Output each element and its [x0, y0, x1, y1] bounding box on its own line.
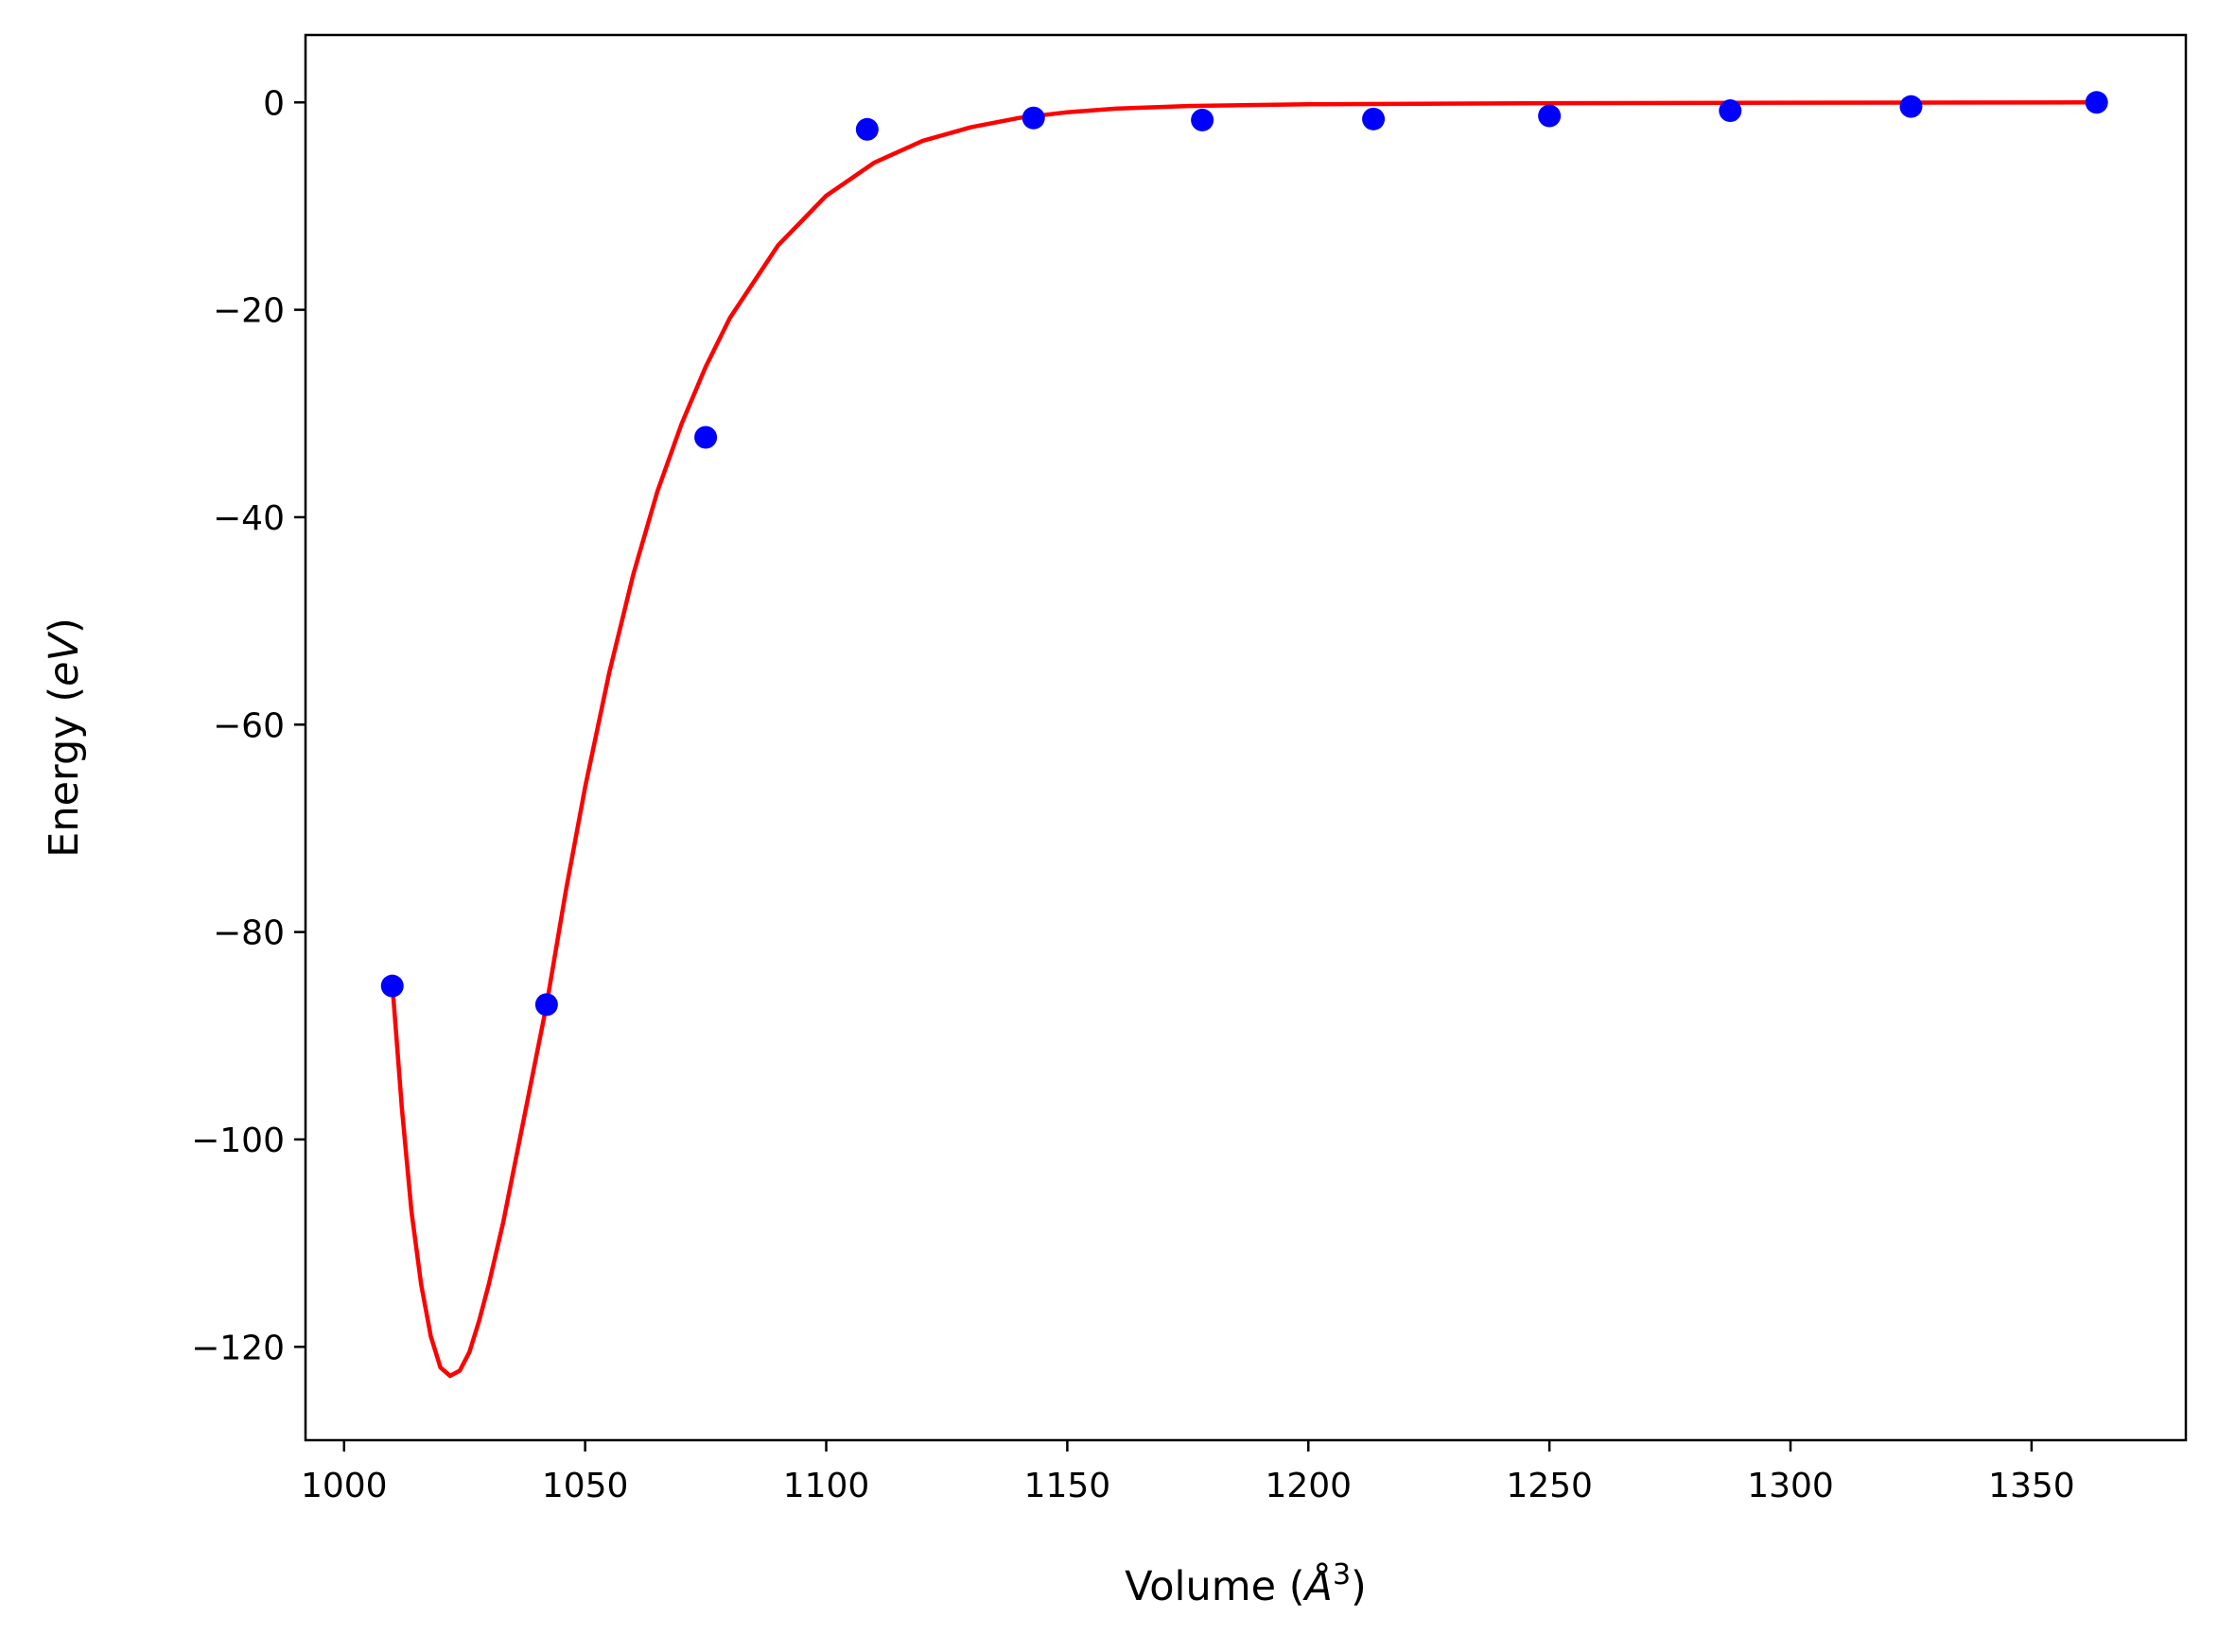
x-tick-label: 1000 [301, 1467, 388, 1505]
x-tick-label: 1300 [1747, 1467, 1834, 1505]
data-point [1538, 104, 1562, 128]
x-axis-label-exponent: 3 [1333, 1558, 1351, 1591]
fit-curve [390, 100, 2095, 1379]
data-point [1362, 107, 1386, 130]
y-axis-label-prefix: Energy ( [41, 687, 88, 858]
y-axis-label: Energy (eV) [41, 617, 88, 858]
x-tick-label: 1100 [783, 1467, 870, 1505]
x-tick-label: 1350 [1988, 1467, 2075, 1505]
data-point [380, 974, 404, 998]
y-tick-label: −100 [191, 1122, 285, 1160]
x-axis-label-prefix: Volume ( [1125, 1563, 1304, 1610]
x-tick-label: 1200 [1265, 1467, 1352, 1505]
y-tick-label: −40 [213, 499, 285, 538]
data-point [855, 117, 879, 141]
data-point [694, 426, 718, 449]
data-point [1899, 95, 1923, 118]
x-tick-label: 1250 [1506, 1467, 1593, 1505]
y-axis-label-unit: eV [41, 631, 88, 686]
y-tick-label: −120 [191, 1329, 285, 1367]
data-point [1719, 99, 1742, 123]
x-axis-label: Volume (Å3) [1125, 1558, 1367, 1610]
data-point [1191, 108, 1214, 131]
x-axis-label-suffix: ) [1351, 1563, 1367, 1610]
y-tick-label: 0 [263, 84, 285, 123]
tick-layer: 1000 1050 1100 1150 1200 1250 1300 1350 0 −20 −40 −… [191, 84, 2075, 1505]
x-axis-label-unit: Å [1302, 1562, 1333, 1610]
data-point [2085, 91, 2108, 114]
x-tick-label: 1150 [1024, 1467, 1111, 1505]
data-point [534, 993, 558, 1017]
x-tick-label: 1050 [542, 1467, 629, 1505]
y-tick-label: −20 [213, 292, 285, 331]
plot-layer [380, 91, 2108, 1379]
y-axis-label-suffix: ) [41, 617, 88, 634]
y-tick-label: −60 [213, 706, 285, 745]
y-tick-label: −80 [213, 914, 285, 953]
data-point [1022, 106, 1045, 130]
plot-frame [304, 33, 2188, 1442]
